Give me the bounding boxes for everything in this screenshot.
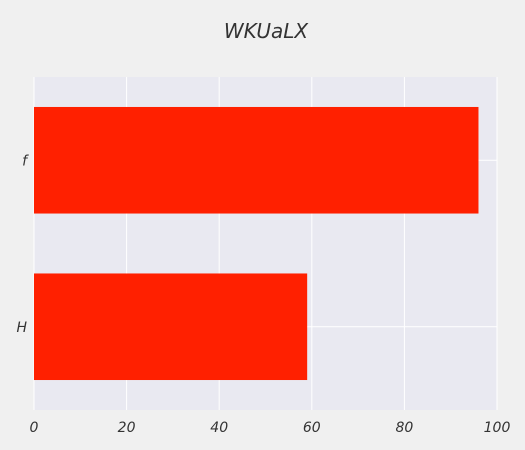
chart-title: WKUaLX [224, 19, 310, 43]
x-tick-label: 80 [395, 420, 413, 436]
y-tick-label: H [16, 320, 27, 336]
y-axis-ticks: Hf [16, 153, 29, 336]
x-tick-label: 100 [484, 420, 511, 436]
x-tick-label: 60 [303, 420, 321, 436]
x-tick-label: 40 [210, 420, 228, 436]
x-tick-label: 0 [30, 420, 39, 436]
y-tick-label: f [22, 153, 29, 169]
x-tick-label: 20 [118, 420, 136, 436]
bar-f [34, 106, 479, 214]
x-axis-ticks: 0 20 40 60 80 100 [30, 420, 511, 436]
bars [34, 106, 479, 381]
bar-H [34, 273, 308, 381]
